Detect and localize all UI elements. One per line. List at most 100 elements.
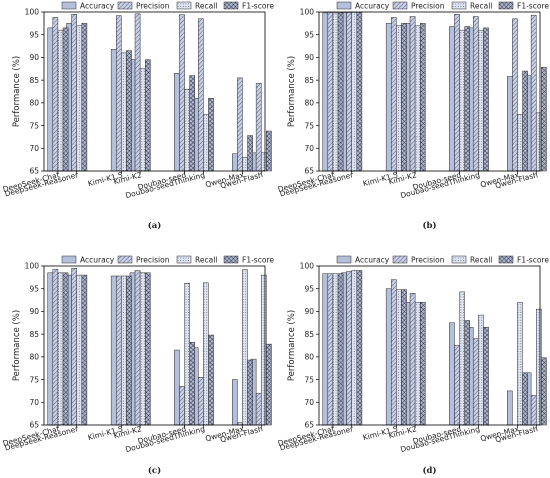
bar-precision-8 [530, 14, 537, 172]
y-tick-label: 65 [304, 167, 314, 176]
bar-f1-score-8 [541, 357, 547, 426]
bar-recall-2 [76, 274, 83, 426]
bar-recall-7 [517, 302, 523, 426]
y-tick-label: 95 [304, 284, 314, 293]
bar-f1-score-8 [266, 343, 272, 426]
bar-f1-score-5 [464, 320, 471, 426]
bar-recall-1 [332, 273, 339, 426]
bar-recall-6 [203, 113, 209, 172]
bar-precision-5 [454, 14, 460, 172]
bar-recall-7 [517, 113, 523, 172]
bar-f1-score-4 [144, 59, 151, 172]
bar-recall-7 [242, 157, 248, 172]
legend-swatch-accuracy [61, 1, 77, 10]
bar-recall-3 [396, 289, 402, 426]
bar-precision-5 [454, 345, 460, 426]
bar-f1-score-4 [419, 302, 426, 426]
legend-label-accuracy: Accuracy [80, 2, 115, 11]
bar-precision-2 [346, 12, 352, 172]
y-tick-label: 90 [29, 307, 39, 316]
y-tick-label: 65 [29, 421, 39, 430]
bar-f1-score-8 [266, 130, 272, 172]
legend-swatch-precision [117, 255, 133, 264]
y-tick-label: 70 [304, 398, 314, 407]
bar-f1-score-2 [356, 12, 363, 172]
y-tick-label: 100 [25, 8, 40, 17]
y-tick-label: 95 [304, 30, 314, 39]
bar-f1-score-3 [126, 275, 132, 426]
legend-label-f1-score: F1-score [242, 2, 274, 11]
legend-swatch-accuracy [336, 1, 352, 10]
bar-precision-3 [116, 275, 122, 426]
bar-precision-4 [409, 293, 416, 426]
bar-f1-score-1 [337, 273, 344, 426]
bar-accuracy-3 [385, 288, 392, 426]
bar-precision-6 [472, 16, 479, 172]
bar-precision-5 [179, 14, 185, 172]
bar-precision-4 [409, 16, 416, 172]
y-tick-label: 80 [304, 353, 314, 362]
bar-recall-5 [459, 29, 465, 172]
bar-recall-2 [351, 270, 358, 426]
legend-label-f1-score: F1-score [517, 2, 549, 11]
bar-precision-8 [255, 392, 262, 426]
bar-f1-score-5 [189, 342, 196, 426]
bar-precision-2 [71, 268, 77, 426]
y-tick-label: 75 [304, 121, 314, 130]
bar-precision-8 [255, 83, 262, 172]
bar-accuracy-3 [110, 49, 117, 172]
panel-caption: (a) [148, 220, 162, 231]
bar-precision-6 [472, 338, 479, 426]
legend-swatch-accuracy [336, 255, 352, 264]
y-tick-label: 85 [304, 330, 314, 339]
bar-recall-1 [332, 12, 339, 172]
panel-caption: (b) [423, 220, 437, 231]
bar-recall-4 [139, 272, 146, 426]
bar-precision-3 [391, 279, 397, 426]
y-axis-label: Performance (%) [12, 310, 22, 381]
bar-recall-8 [260, 274, 267, 426]
bar-recall-8 [535, 112, 542, 172]
bar-f1-score-3 [401, 23, 407, 172]
bar-precision-5 [179, 386, 185, 426]
bar-precision-6 [197, 377, 204, 426]
bar-f1-score-2 [81, 23, 88, 172]
bar-recall-6 [478, 314, 484, 426]
bar-f1-score-1 [337, 12, 344, 172]
legend-swatch-f1-score [223, 255, 239, 264]
bar-recall-4 [414, 302, 421, 426]
y-tick-label: 70 [29, 398, 39, 407]
legend-label-recall: Recall [470, 2, 492, 11]
y-tick-label: 100 [300, 8, 315, 17]
bar-f1-score-7 [247, 135, 253, 172]
bar-f1-score-4 [419, 23, 426, 172]
bar-recall-7 [242, 269, 248, 426]
legend-label-recall: Recall [470, 256, 492, 265]
bar-accuracy-7 [232, 153, 238, 172]
legend-swatch-recall [451, 1, 467, 10]
legend-label-recall: Recall [195, 2, 217, 11]
bar-precision-7 [512, 18, 518, 172]
y-tick-label: 85 [304, 76, 314, 85]
bar-precision-4 [134, 13, 141, 172]
y-tick-label: 75 [29, 375, 39, 384]
bar-accuracy-1 [47, 272, 54, 426]
bar-recall-4 [414, 25, 421, 172]
bar-f1-score-6 [208, 334, 214, 426]
y-tick-label: 75 [29, 121, 39, 130]
y-tick-label: 80 [29, 353, 39, 362]
bar-f1-score-6 [483, 27, 489, 172]
bar-recall-8 [535, 308, 542, 426]
y-tick-label: 65 [304, 421, 314, 430]
bar-precision-1 [327, 273, 334, 426]
y-tick-label: 70 [304, 144, 314, 153]
y-tick-label: 90 [304, 307, 314, 316]
y-tick-label: 100 [25, 262, 40, 271]
y-tick-label: 85 [29, 76, 39, 85]
bar-f1-score-3 [126, 50, 132, 172]
bar-f1-score-6 [208, 98, 214, 172]
